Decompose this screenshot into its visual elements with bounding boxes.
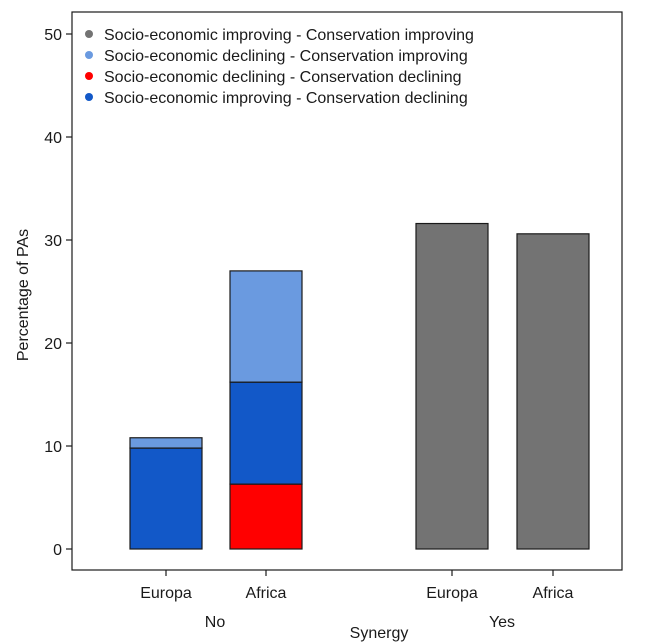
x-tick-label: Africa (246, 585, 287, 602)
legend-entry: Socio-economic declining - Conservation … (104, 69, 462, 86)
bar-segment (129, 437, 203, 449)
bar-segment (229, 483, 303, 550)
legend-entry: Socio-economic declining - Conservation … (104, 48, 468, 65)
plot-frame (71, 11, 623, 571)
x-tick-label: Europa (426, 585, 478, 602)
y-tick-label: 30 (44, 233, 62, 250)
bar-segment (229, 381, 303, 485)
y-tick-label: 50 (44, 27, 62, 44)
legend-key (85, 30, 93, 38)
bar-segment (129, 447, 203, 550)
y-axis-title: Percentage of PAs (15, 229, 32, 361)
bar-segment (415, 222, 489, 550)
bar-segment (229, 270, 303, 383)
legend-key (85, 51, 93, 59)
y-tick-label: 20 (44, 336, 62, 353)
legend-key (85, 72, 93, 80)
legend: Socio-economic improving - Conservation … (85, 27, 474, 107)
bar-segment (516, 233, 590, 550)
y-tick-label: 0 (53, 542, 62, 559)
y-tick-label: 10 (44, 439, 62, 456)
plot-area: 0 10 20 30 40 50 Europa Africa No Europa Africa Yes (44, 11, 623, 631)
legend-entry: Socio-economic improving - Conservation … (104, 27, 474, 44)
x-tick-label: Europa (140, 585, 192, 602)
y-tick-label: 40 (44, 130, 62, 147)
legend-entry: Socio-economic improving - Conservation … (104, 90, 468, 107)
legend-key (85, 93, 93, 101)
x-axis-title: Synergy (350, 625, 409, 642)
x-tick-label: Africa (533, 585, 574, 602)
group-label: Yes (489, 614, 515, 631)
group-label: No (205, 614, 226, 631)
